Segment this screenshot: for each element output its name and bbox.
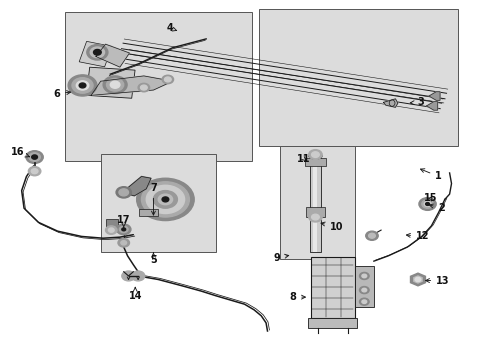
Polygon shape (122, 176, 151, 196)
Bar (354, 266, 373, 307)
Circle shape (308, 150, 322, 159)
Bar (305, 207, 325, 217)
Circle shape (87, 45, 108, 60)
Circle shape (108, 228, 114, 232)
Bar (309, 157, 321, 252)
Circle shape (76, 81, 89, 90)
Polygon shape (96, 44, 129, 67)
Circle shape (110, 81, 120, 88)
Circle shape (119, 189, 128, 196)
Circle shape (146, 185, 184, 213)
Text: 11: 11 (297, 154, 310, 164)
Text: 4: 4 (166, 23, 176, 33)
Text: 5: 5 (150, 253, 157, 265)
Circle shape (359, 287, 368, 294)
Polygon shape (428, 92, 439, 100)
Circle shape (32, 155, 38, 159)
Circle shape (359, 273, 368, 279)
Circle shape (140, 85, 147, 90)
Text: 13: 13 (425, 275, 449, 285)
Circle shape (311, 152, 319, 157)
Bar (101, 153, 215, 252)
Bar (79, 41, 112, 67)
Circle shape (361, 288, 366, 292)
Bar (105, 219, 117, 226)
Circle shape (68, 75, 97, 96)
Circle shape (137, 178, 194, 221)
Text: 3: 3 (409, 98, 423, 107)
Circle shape (93, 49, 101, 55)
Text: 14: 14 (128, 287, 142, 301)
Bar (139, 209, 158, 216)
Circle shape (31, 169, 38, 174)
Bar (258, 9, 457, 147)
Text: 8: 8 (289, 292, 305, 302)
Bar (304, 158, 325, 166)
Circle shape (90, 47, 104, 58)
Text: 12: 12 (406, 231, 428, 242)
Circle shape (141, 182, 189, 217)
Circle shape (105, 226, 117, 234)
Circle shape (138, 83, 149, 92)
Circle shape (311, 214, 319, 220)
Circle shape (119, 226, 128, 233)
Text: 1: 1 (420, 169, 441, 181)
Text: 9: 9 (273, 253, 288, 262)
Circle shape (106, 78, 123, 91)
Text: 7: 7 (150, 183, 157, 215)
Text: 16: 16 (11, 147, 29, 157)
Text: 2: 2 (428, 203, 445, 213)
Text: 10: 10 (321, 221, 343, 231)
Circle shape (158, 194, 172, 205)
Circle shape (122, 228, 125, 231)
Circle shape (368, 233, 375, 238)
Bar (86, 67, 135, 98)
Circle shape (26, 151, 43, 163)
Circle shape (361, 274, 366, 278)
Text: 6: 6 (53, 89, 70, 99)
Circle shape (72, 78, 93, 93)
Polygon shape (426, 102, 437, 110)
Circle shape (153, 190, 177, 208)
Circle shape (421, 200, 432, 208)
Circle shape (418, 198, 435, 210)
Bar (280, 147, 354, 259)
Circle shape (365, 231, 377, 240)
Circle shape (79, 83, 86, 88)
Circle shape (164, 77, 171, 82)
Text: 17: 17 (117, 215, 130, 227)
Circle shape (308, 212, 322, 222)
Circle shape (131, 271, 144, 281)
Polygon shape (91, 76, 172, 95)
Circle shape (162, 197, 168, 202)
Circle shape (361, 300, 366, 303)
Circle shape (414, 277, 420, 282)
Circle shape (162, 75, 173, 84)
Circle shape (425, 203, 428, 206)
Circle shape (103, 76, 127, 94)
Circle shape (359, 298, 368, 305)
Circle shape (424, 202, 430, 207)
Bar (312, 157, 317, 252)
Circle shape (28, 167, 41, 176)
Text: 15: 15 (424, 193, 437, 203)
Polygon shape (383, 99, 397, 107)
Bar (310, 257, 354, 318)
Circle shape (121, 241, 126, 245)
Circle shape (122, 271, 135, 281)
Circle shape (116, 224, 131, 235)
Circle shape (29, 153, 41, 161)
Bar (64, 13, 251, 161)
Circle shape (116, 187, 131, 198)
Circle shape (118, 239, 129, 247)
Bar (307, 318, 356, 328)
